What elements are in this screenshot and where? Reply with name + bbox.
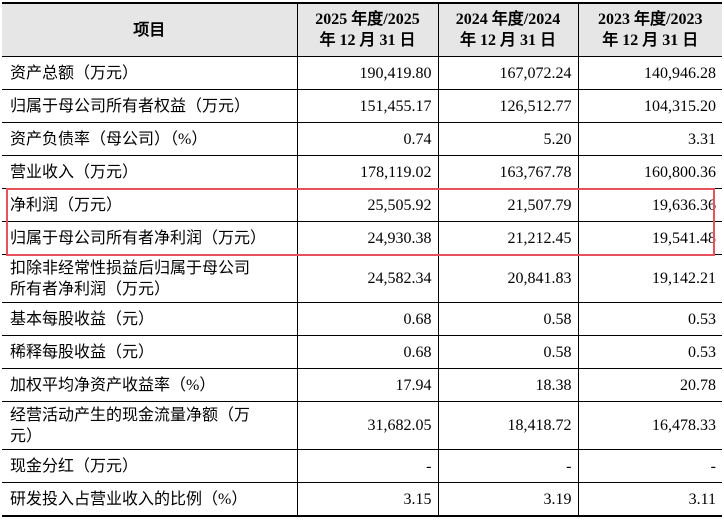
header-line: 2025 年度/2025 (315, 11, 420, 28)
row-label: 基本每股收益（元） (10, 310, 155, 328)
value-cell: 3.31 (577, 122, 722, 156)
value-cell: 0.53 (577, 302, 722, 336)
row-label: 稀释每股收益（元） (10, 343, 155, 361)
value-cell: 19,142.21 (577, 254, 722, 303)
table-row: 资产负债率（母公司）（%） 0.74 5.20 3.31 (2, 122, 722, 156)
value-cell: 21,212.45 (437, 221, 578, 255)
financial-table: 项目 2025 年度/2025 年 12 月 31 日 2024 年度/2024 年 1… (2, 2, 722, 517)
table-row: 基本每股收益（元） 0.68 0.58 0.53 (2, 302, 722, 336)
value-cell: 0.58 (437, 335, 578, 369)
table-body: 资产总额（万元） 190,419.80 167,072.24 140,946.28 归属… (2, 56, 722, 517)
value-cell: - (296, 449, 438, 483)
value-cell: 5.20 (437, 122, 578, 156)
row-label: 归属于母公司所有者净利润（万元） (10, 229, 267, 247)
header-line: 2023 年度/2023 (598, 11, 703, 28)
row-label-cell: 经营活动产生的现金流量净额（万元） (2, 401, 297, 450)
value-cell: - (437, 449, 578, 483)
value-cell: 21,507.79 (437, 188, 578, 222)
table-row: 资产总额（万元） 190,419.80 167,072.24 140,946.28 (2, 56, 722, 90)
row-label-cell: 基本每股收益（元） (2, 302, 297, 336)
row-label: 资产负债率（母公司）（%） (10, 130, 208, 148)
header-line: 年 12 月 31 日 (459, 32, 556, 49)
value-cell: 3.19 (437, 482, 578, 517)
row-label: 研发投入占营业收入的比例（%） (10, 490, 248, 508)
row-label: 营业收入（万元） (10, 163, 139, 181)
row-label: 加权平均净资产收益率（%） (10, 376, 216, 394)
header-row: 项目 2025 年度/2025 年 12 月 31 日 2024 年度/2024 年 1… (2, 2, 722, 57)
value-cell: 18,418.72 (437, 401, 578, 450)
row-label: 扣除非经常性损益后归属于母公司所有者净利润（万元） (10, 259, 251, 298)
value-cell: 3.15 (296, 482, 438, 517)
row-label: 净利润（万元） (10, 196, 123, 214)
row-label: 归属于母公司所有者权益（万元） (10, 97, 251, 115)
value-cell: 19,636.36 (577, 188, 722, 222)
table-row: 扣除非经常性损益后归属于母公司所有者净利润（万元） 24,582.34 20,841… (2, 254, 722, 303)
value-cell: 18.38 (437, 368, 578, 402)
table-row: 归属于母公司所有者权益（万元） 151,455.17 126,512.77 104,3… (2, 89, 722, 123)
value-cell: 151,455.17 (296, 89, 438, 123)
value-cell: 25,505.92 (296, 188, 438, 222)
value-cell: 24,582.34 (296, 254, 438, 303)
value-cell: 160,800.36 (577, 155, 722, 189)
table-row: 现金分红（万元） - - - (2, 449, 722, 483)
row-label-cell: 资产负债率（母公司）（%） (2, 122, 297, 156)
row-label-cell: 资产总额（万元） (2, 56, 297, 90)
header-line: 年 12 月 31 日 (319, 32, 416, 49)
row-label: 经营活动产生的现金流量净额（万元） (10, 406, 251, 445)
row-label-cell: 加权平均净资产收益率（%） (2, 368, 297, 402)
highlight-box (6, 188, 715, 256)
row-label: 现金分红（万元） (10, 457, 139, 475)
value-cell: 0.53 (577, 335, 722, 369)
row-label-cell: 净利润（万元） (2, 188, 297, 222)
header-cell: 2025 年度/2025 年 12 月 31 日 (296, 2, 438, 57)
value-cell: 0.68 (296, 302, 438, 336)
header-cell: 2024 年度/2024 年 12 月 31 日 (437, 2, 578, 57)
value-cell: 31,682.05 (296, 401, 438, 450)
value-cell: 0.68 (296, 335, 438, 369)
table-row: 经营活动产生的现金流量净额（万元） 31,682.05 18,418.72 16,47… (2, 401, 722, 450)
header-line: 年 12 月 31 日 (602, 32, 699, 49)
row-label-cell: 稀释每股收益（元） (2, 335, 297, 369)
value-cell: - (577, 449, 722, 483)
value-cell: 104,315.20 (577, 89, 722, 123)
value-cell: 140,946.28 (577, 56, 722, 90)
row-label-cell: 扣除非经常性损益后归属于母公司所有者净利润（万元） (2, 254, 297, 303)
value-cell: 178,119.02 (296, 155, 438, 189)
value-cell: 190,419.80 (296, 56, 438, 90)
value-cell: 0.58 (437, 302, 578, 336)
value-cell: 16,478.33 (577, 401, 722, 450)
table-row: 净利润（万元） 25,505.92 21,507.79 19,636.36 (2, 188, 722, 222)
row-label-cell: 营业收入（万元） (2, 155, 297, 189)
value-cell: 126,512.77 (437, 89, 578, 123)
value-cell: 19,541.48 (577, 221, 722, 255)
header-cell: 2023 年度/2023 年 12 月 31 日 (577, 2, 722, 57)
table-row: 归属于母公司所有者净利润（万元） 24,930.38 21,212.45 19,541… (2, 221, 722, 255)
value-cell: 20.78 (577, 368, 722, 402)
row-label: 资产总额（万元） (10, 64, 139, 82)
header-cell: 项目 (2, 2, 297, 57)
value-cell: 167,072.24 (437, 56, 578, 90)
header-line: 2024 年度/2024 (455, 11, 561, 28)
value-cell: 17.94 (296, 368, 438, 402)
value-cell: 0.74 (296, 122, 438, 156)
value-cell: 20,841.83 (437, 254, 578, 303)
row-label-cell: 研发投入占营业收入的比例（%） (2, 482, 297, 517)
row-label-cell: 归属于母公司所有者权益（万元） (2, 89, 297, 123)
table-row: 研发投入占营业收入的比例（%） 3.15 3.19 3.11 (2, 482, 722, 517)
row-label-cell: 现金分红（万元） (2, 449, 297, 483)
value-cell: 3.11 (577, 482, 722, 517)
table-row: 稀释每股收益（元） 0.68 0.58 0.53 (2, 335, 722, 369)
table-row: 营业收入（万元） 178,119.02 163,767.78 160,800.36 (2, 155, 722, 189)
value-cell: 163,767.78 (437, 155, 578, 189)
row-label-cell: 归属于母公司所有者净利润（万元） (2, 221, 297, 255)
table-row: 加权平均净资产收益率（%） 17.94 18.38 20.78 (2, 368, 722, 402)
